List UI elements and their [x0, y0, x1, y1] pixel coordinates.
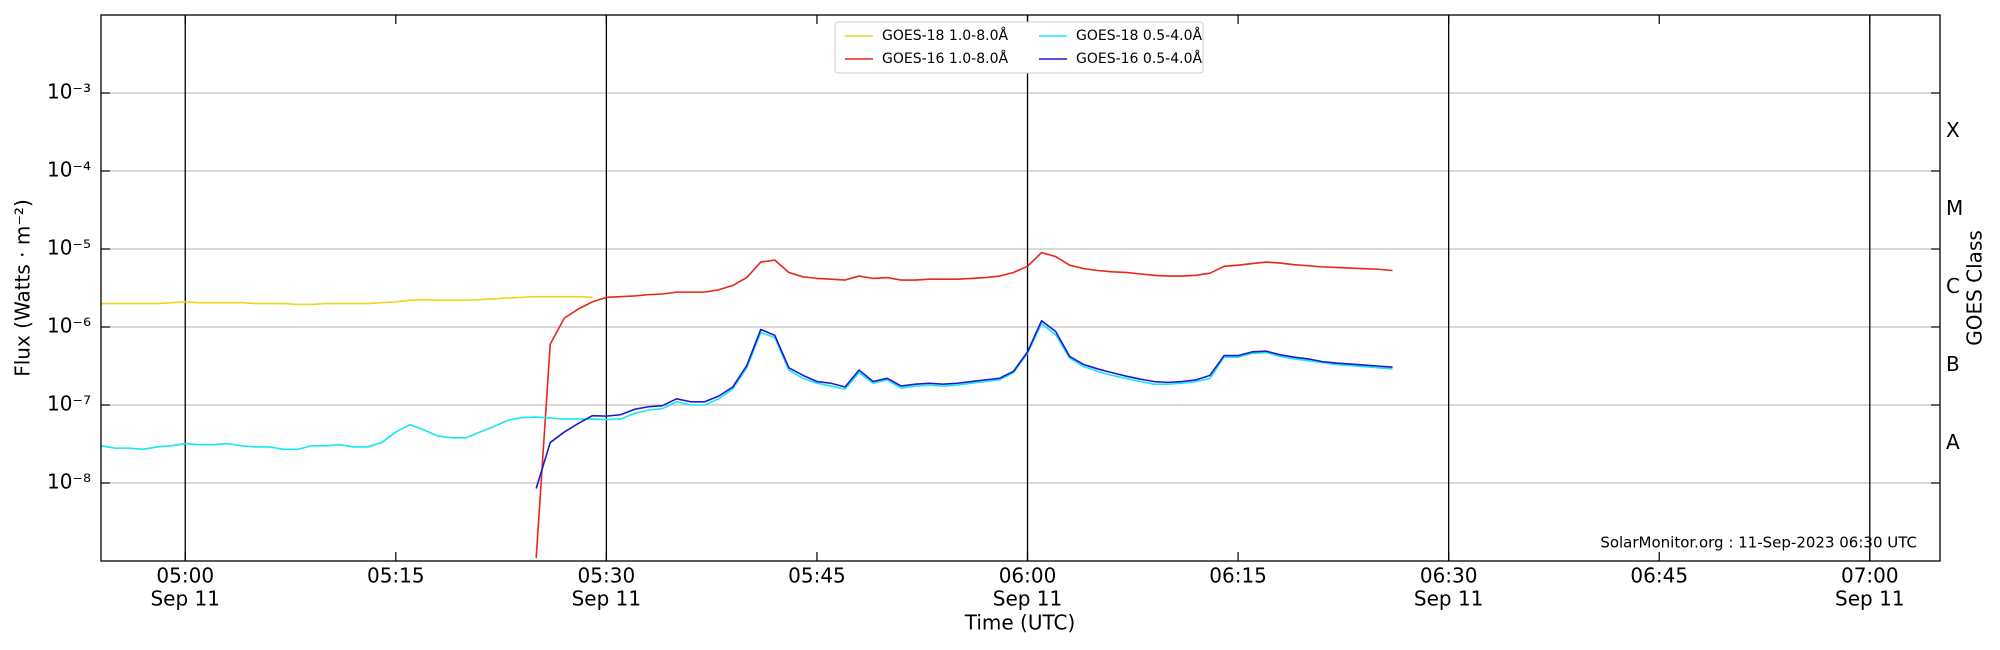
x-tick-sublabel: Sep 11 [1414, 587, 1484, 611]
x-tick-label: 05:30 [578, 564, 636, 588]
y2-axis-label: GOES Class [1963, 230, 1987, 346]
x-tick-sublabel: Sep 11 [572, 587, 642, 611]
legend-box [834, 21, 1204, 74]
y2-tick-label: B [1946, 352, 1960, 376]
series-line [101, 295, 593, 306]
x-tick-label: 05:45 [788, 564, 846, 588]
x-axis-label: Time (UTC) [964, 611, 1076, 635]
x-tick-sublabel: Sep 11 [150, 587, 220, 611]
legend-label: GOES-18 0.5-4.0Å [1076, 27, 1202, 44]
legend-label: GOES-16 0.5-4.0Å [1076, 50, 1202, 67]
x-tick-label: 06:15 [1209, 564, 1267, 588]
x-tick-label: 06:45 [1630, 564, 1688, 588]
plot-frame [100, 14, 1941, 562]
annotation: SolarMonitor.org : 11-Sep-2023 06:30 UTC [1600, 534, 1917, 552]
y-tick-label: 10⁻⁵ [47, 236, 91, 260]
x-tick-label: 05:00 [156, 564, 214, 588]
plot-area [101, 251, 1393, 558]
y2-tick-label: X [1946, 118, 1960, 142]
x-tick-label: 07:00 [1841, 564, 1899, 588]
y-tick-label: 10⁻⁸ [47, 470, 91, 494]
series-line [101, 322, 1393, 451]
legend-label: GOES-18 1.0-8.0Å [882, 27, 1008, 44]
y-axis-label: Flux (Watts · m⁻²) [11, 199, 35, 377]
y2-tick-label: C [1946, 274, 1960, 298]
y2-tick-label: M [1946, 196, 1963, 220]
x-tick-sublabel: Sep 11 [1835, 587, 1905, 611]
x-tick-label: 06:30 [1420, 564, 1478, 588]
y2-tick-label: A [1946, 430, 1960, 454]
legend-label: GOES-16 1.0-8.0Å [882, 50, 1008, 67]
series-line [535, 251, 1393, 558]
series-line [535, 320, 1393, 489]
y-tick-label: 10⁻⁴ [47, 158, 91, 182]
y-tick-label: 10⁻⁶ [47, 314, 91, 338]
x-tick-sublabel: Sep 11 [993, 587, 1063, 611]
y-tick-label: 10⁻⁷ [47, 392, 91, 416]
x-tick-label: 05:15 [367, 564, 425, 588]
y-tick-label: 10⁻³ [47, 80, 91, 104]
x-tick-label: 06:00 [999, 564, 1057, 588]
